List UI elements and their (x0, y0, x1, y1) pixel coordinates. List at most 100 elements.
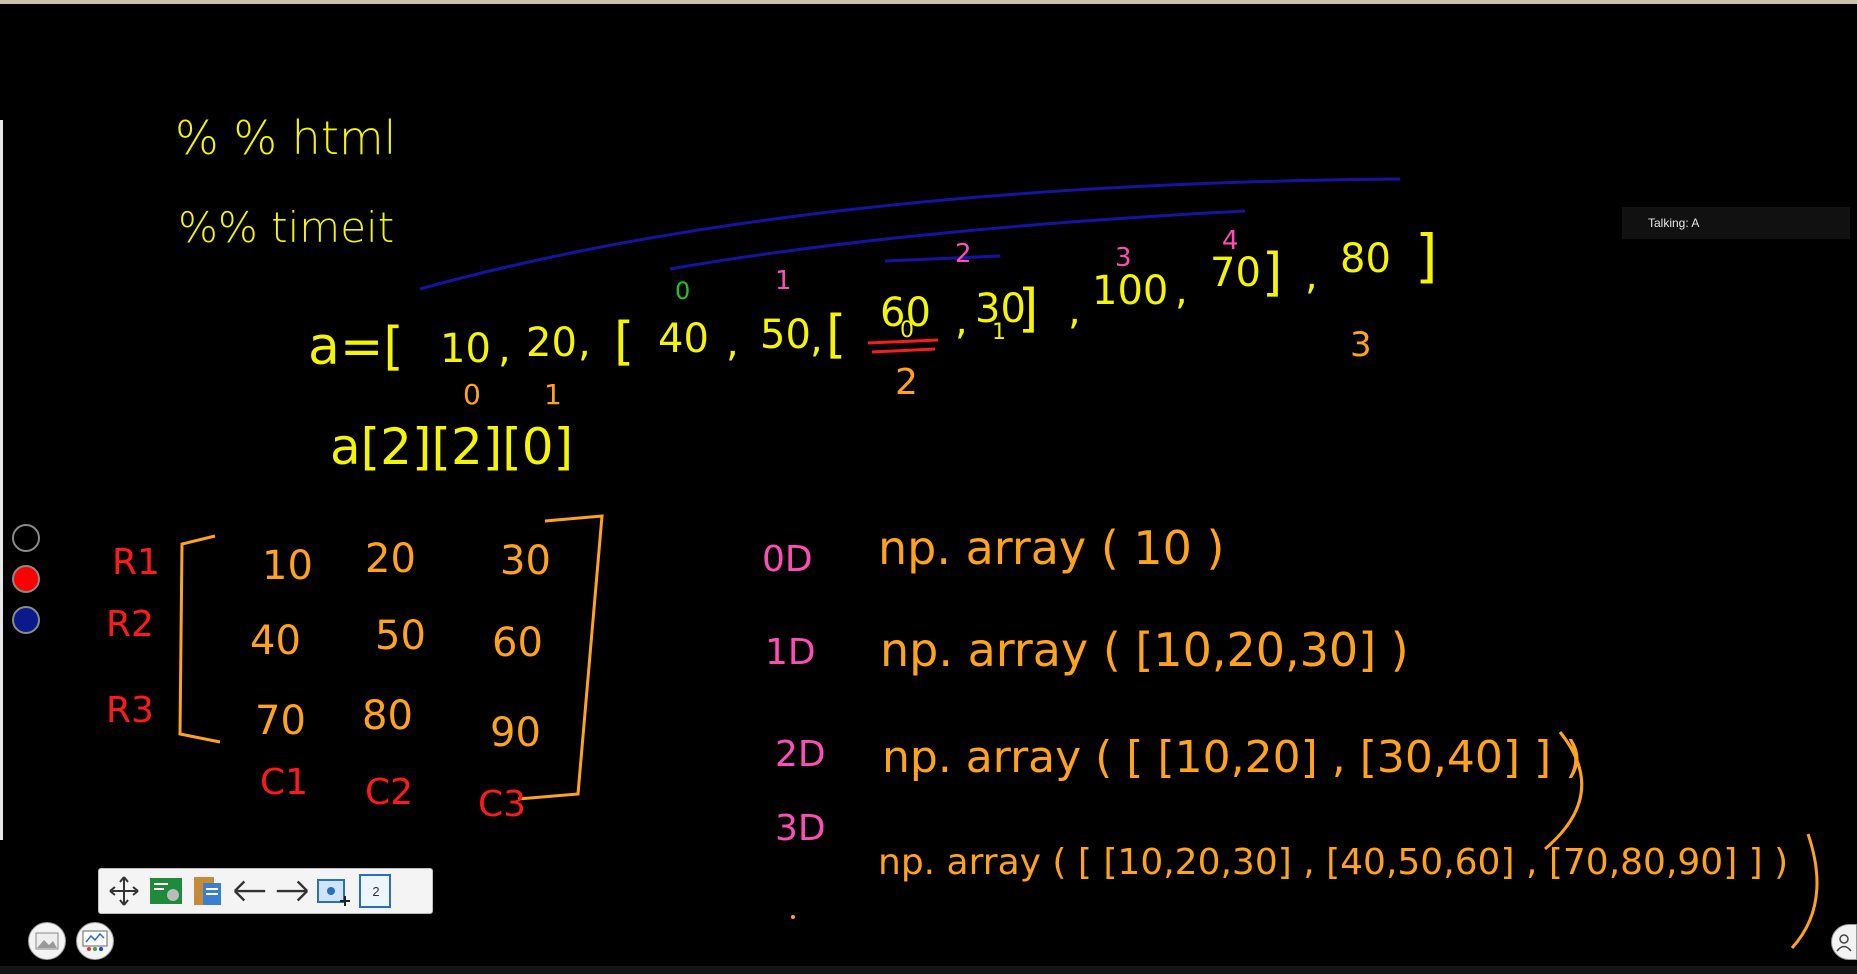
matrix-right-bracket (517, 514, 604, 801)
list-item: , (1068, 288, 1081, 334)
blue-arc-inner (884, 254, 1001, 263)
list-item: 20 (526, 320, 577, 366)
color-black-button[interactable] (12, 524, 40, 552)
outer-paren-3d (1790, 833, 1819, 950)
dim-label: 2D (775, 734, 826, 775)
list-expression: a=[ 10 , 20 , [ 40 , 50 , [ 60 , 30 ] , … (308, 222, 1438, 377)
index-label: 2 (955, 239, 972, 269)
dim-label: 0D (762, 539, 813, 580)
add-slide-icon (317, 879, 350, 906)
array-expression: np. array ( [10,20,30] ) (880, 623, 1409, 677)
window-bottom-border (0, 966, 1857, 974)
outer-paren-2d (1544, 731, 1584, 851)
col-label: C3 (478, 784, 526, 825)
talking-indicator: Talking: A (1622, 207, 1850, 239)
dimension-labels: 0D 1D 2D 3D (762, 539, 826, 849)
arrow-right-icon (276, 880, 309, 902)
row-label: R3 (106, 690, 154, 731)
image-icon (35, 932, 59, 950)
red-underline-1 (867, 338, 939, 345)
participant-button[interactable] (1831, 924, 1857, 960)
list-item: [ (614, 312, 634, 372)
page-number: 2 (372, 883, 380, 899)
array-expression: np. array ( 10 ) (878, 521, 1225, 575)
screenshot-button[interactable] (147, 872, 185, 910)
blue-arc-outer (419, 177, 1401, 291)
background-image-button[interactable] (28, 922, 66, 960)
matrix-values: 10 20 30 40 50 60 70 80 90 (250, 536, 551, 756)
user-icon (1836, 934, 1852, 952)
index-expression: a[2][2][0] (330, 418, 573, 476)
arrow-left-icon (233, 880, 266, 902)
list-item: 60 (880, 290, 931, 336)
index-label-green: 0 (675, 277, 690, 305)
list-item: ] (1018, 279, 1038, 339)
dim-label: 1D (765, 632, 816, 673)
list-item: , (1305, 253, 1318, 299)
window-top-border (0, 0, 1857, 4)
list-item: , (498, 326, 511, 372)
list-item: 50 (760, 312, 811, 358)
matrix-cell: 10 (262, 543, 313, 589)
matrix-cell: 70 (255, 698, 306, 744)
screenshot-icon (150, 878, 182, 904)
add-slide-button[interactable] (315, 872, 353, 910)
index-label: 2 (895, 362, 918, 403)
list-item: ] (1262, 243, 1282, 303)
list-item: 100 (1092, 268, 1168, 314)
list-item: , (1175, 268, 1188, 314)
array-expression: np. array ( [ [10,20,30] , [40,50,60] , … (878, 842, 1788, 883)
move-button[interactable] (105, 872, 143, 910)
previous-page-button[interactable] (231, 872, 269, 910)
matrix-cell: 30 (500, 538, 551, 584)
index-label: 0 (900, 318, 914, 343)
clipboard-button[interactable] (189, 872, 227, 910)
whiteboard-app-button[interactable] (76, 922, 114, 960)
matrix-cell: 80 (362, 693, 413, 739)
board-toolbar: 2 (98, 868, 433, 914)
array-expression: np. array ( [ [10,20] , [30,40] ] ) (882, 732, 1582, 783)
matrix-left-bracket (178, 534, 221, 744)
clipboard-icon (194, 877, 221, 905)
blue-arc-mid (669, 209, 1246, 271)
list-a-text: a=[ (308, 317, 404, 377)
middle-indices: 1 2 3 4 (775, 226, 1239, 296)
index-label: 3 (1115, 243, 1132, 273)
left-edge-strip (0, 120, 3, 840)
col-labels: C1 C2 C3 (260, 762, 526, 825)
index-label: 1 (775, 266, 792, 296)
row-labels: R1 R2 R3 (106, 542, 160, 731)
dim-label: 3D (775, 808, 826, 849)
list-item: , (810, 316, 823, 362)
row-label: R2 (106, 604, 154, 645)
index-label: 0 (463, 378, 481, 411)
matrix-cell: 90 (490, 710, 541, 756)
page-icon (359, 874, 391, 908)
matrix-cell: 40 (250, 618, 301, 664)
list-item: ] (1415, 222, 1438, 290)
next-page-button[interactable] (273, 872, 311, 910)
list-item: , (955, 298, 968, 344)
magic-html-text: % % html (175, 111, 396, 165)
matrix-cell: 60 (492, 620, 543, 666)
list-item: 30 (975, 286, 1026, 332)
color-red-button[interactable] (12, 565, 40, 593)
list-item: 10 (440, 326, 491, 372)
matrix-cell: 20 (365, 536, 416, 582)
inner-indices: 0 1 (900, 318, 1006, 345)
page-counter-button[interactable]: 2 (357, 872, 395, 910)
row-label: R1 (112, 542, 160, 583)
index-label: 3 (1350, 325, 1372, 365)
list-item: , (726, 320, 739, 366)
outer-indices: 0 1 2 3 (463, 325, 1372, 411)
stray-dot (791, 915, 795, 919)
move-icon (109, 876, 139, 906)
whiteboard-canvas[interactable]: % % html %% timeit a=[ 10 , 20 , [ 40 , … (0, 4, 1857, 966)
magic-timeit-text: %% timeit (178, 203, 394, 252)
index-label: 1 (992, 320, 1006, 345)
index-label: 1 (544, 378, 562, 411)
list-item: 70 (1210, 250, 1261, 296)
color-blue-button[interactable] (12, 606, 40, 634)
list-item: [ (826, 305, 846, 365)
index-label: 4 (1222, 226, 1239, 256)
